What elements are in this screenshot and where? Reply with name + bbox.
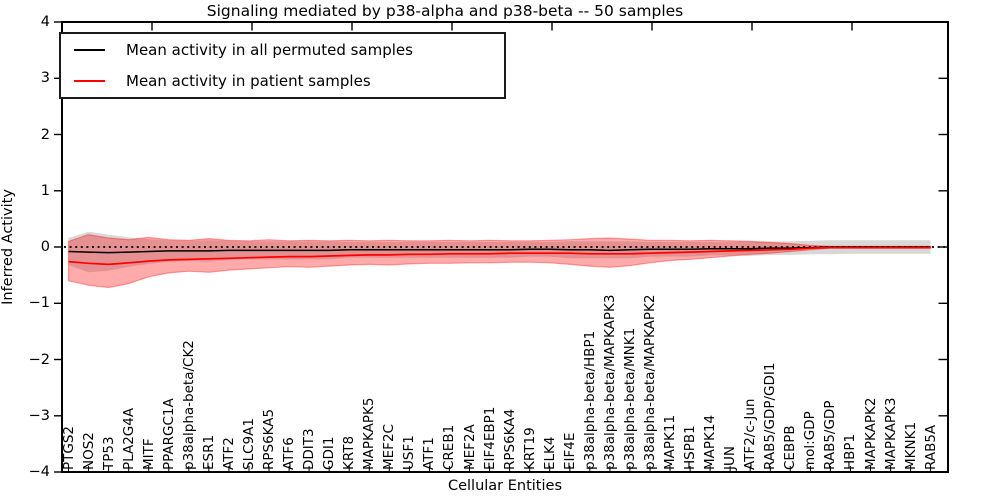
legend-row-patient: Mean activity in patient samples	[61, 72, 504, 90]
x-tick-label: PTGS2	[60, 425, 77, 470]
y-tick-label: 1	[40, 182, 50, 199]
y-tick-label: 2	[40, 126, 50, 143]
x-tick-label: HBP1	[842, 433, 859, 470]
y-tick-label: −1	[28, 295, 50, 312]
x-tick-label: TP53	[100, 436, 117, 470]
x-tick-label: KRT19	[521, 427, 538, 470]
x-tick-label: MAPKAPK3	[882, 397, 899, 470]
x-tick-label: RAB5A	[922, 424, 939, 470]
x-tick-label: p38alpha-beta/MAPKAPK2	[641, 294, 658, 471]
x-tick-label: ATF6	[281, 437, 298, 470]
y-tick-label: −3	[28, 407, 50, 424]
x-tick-label: HSPB1	[682, 425, 699, 470]
x-tick-label: NOS2	[80, 432, 97, 470]
x-tick-label: MAPK14	[702, 414, 719, 470]
y-tick-label: 3	[40, 70, 50, 87]
y-tick-label: 0	[40, 239, 50, 255]
x-tick-label: DDIT3	[301, 428, 318, 470]
legend-label-patient: Mean activity in patient samples	[126, 72, 371, 91]
x-tick-label: p38alpha-beta/MNK1	[621, 327, 638, 470]
x-tick-label: CEBPB	[782, 425, 799, 470]
x-tick-label: ELK4	[541, 436, 558, 471]
x-tick-label: SLC9A1	[240, 418, 257, 470]
x-tick-label: JUN	[722, 446, 739, 470]
x-tick-label: RAB5/GDP	[822, 400, 839, 470]
x-tick-label: PLA2G4A	[120, 407, 137, 470]
x-tick-label: EIF4EBP1	[481, 406, 498, 470]
x-tick-label: CREB1	[441, 424, 458, 470]
legend-row-permuted: Mean activity in all permuted samples	[61, 41, 504, 59]
x-tick-label: MAPKAPK2	[862, 397, 879, 470]
x-tick-label: RPS6KA5	[261, 408, 277, 470]
red-line-icon	[74, 80, 105, 83]
x-tick-label: MKNK1	[902, 421, 919, 470]
x-axis-label: Cellular Entities	[447, 478, 563, 494]
x-tick-label: KRT8	[341, 435, 358, 470]
x-tick-label: ESR1	[200, 434, 217, 470]
x-tick-label: PPARGC1A	[160, 398, 177, 470]
x-tick-label: MEF2C	[381, 424, 398, 470]
y-tick-label: 4	[40, 14, 50, 30]
y-tick-label: −4	[28, 464, 50, 480]
x-tick-label: p38alpha-beta/CK2	[180, 340, 197, 470]
x-tick-label: EIF4E	[561, 432, 578, 470]
y-tick-label: −2	[28, 351, 50, 368]
x-tick-label: mol:GDP	[802, 411, 819, 470]
x-tick-label: ATF2	[220, 437, 237, 470]
legend-box: Mean activity in all permuted samples Me…	[59, 32, 506, 99]
x-tick-label: RPS6KA4	[501, 408, 518, 470]
x-tick-label: GDI1	[321, 436, 338, 470]
chart-title: Signaling mediated by p38-alpha and p38-…	[206, 2, 684, 20]
x-tick-label: ATF1	[421, 437, 438, 470]
x-tick-label: MAPKAPK5	[361, 397, 378, 470]
black-line-icon	[74, 48, 105, 51]
x-tick-label: USF1	[401, 435, 418, 470]
x-tick-label: MEF2A	[461, 424, 478, 470]
x-tick-label: p38alpha-beta/MAPKAPK3	[601, 294, 618, 471]
x-tick-label: p38alpha-beta/HBP1	[581, 330, 598, 470]
x-tick-label: ATF2/c-Jun	[742, 398, 759, 470]
x-tick-label: MAPK11	[662, 414, 678, 470]
x-tick-label: MITF	[140, 438, 157, 470]
legend-label-permuted: Mean activity in all permuted samples	[126, 40, 413, 59]
x-tick-label: RAB5/GDP/GDI1	[762, 362, 779, 470]
